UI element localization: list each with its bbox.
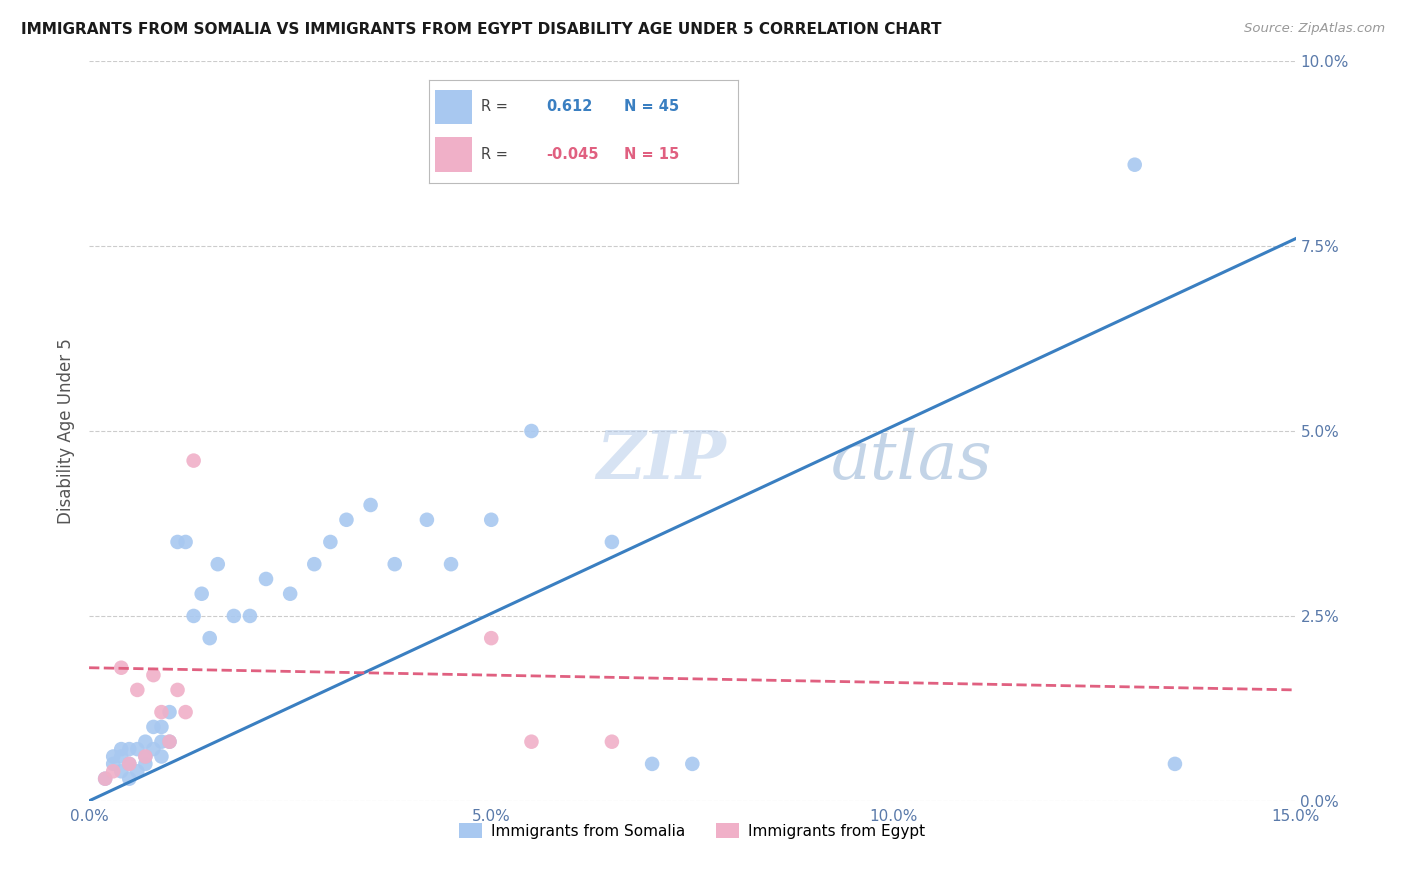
Point (110, 764, 132, 779)
Point (600, 535, 623, 549)
Point (127, 742, 149, 756)
Point (304, 557, 326, 571)
Point (335, 513, 357, 527)
Legend: Immigrants from Somalia, Immigrants from Egypt: Immigrants from Somalia, Immigrants from… (453, 817, 932, 845)
Point (103, 764, 125, 779)
Point (479, 513, 502, 527)
Point (190, 587, 212, 601)
Point (118, 742, 141, 756)
Point (94, 772, 117, 786)
Point (150, 749, 173, 764)
Point (127, 682, 149, 697)
Point (142, 668, 165, 682)
Text: N = 45: N = 45 (624, 99, 679, 114)
Text: 0.612: 0.612 (547, 99, 593, 114)
Point (134, 749, 156, 764)
FancyBboxPatch shape (434, 136, 472, 171)
Point (159, 735, 181, 749)
Point (207, 557, 229, 571)
Point (360, 498, 382, 512)
Point (142, 720, 165, 734)
Point (134, 756, 156, 771)
Text: R =: R = (481, 146, 509, 161)
Point (159, 705, 181, 719)
Text: Source: ZipAtlas.com: Source: ZipAtlas.com (1244, 22, 1385, 36)
Point (118, 756, 141, 771)
Point (239, 609, 262, 624)
Point (641, 756, 664, 771)
Point (416, 513, 439, 527)
Point (222, 609, 245, 624)
Point (384, 557, 406, 571)
Point (118, 772, 141, 786)
Point (1123, 158, 1146, 172)
Point (150, 735, 173, 749)
Text: ZIP: ZIP (596, 428, 725, 493)
FancyBboxPatch shape (434, 89, 472, 124)
Point (278, 587, 301, 601)
Point (319, 535, 342, 549)
Text: atlas: atlas (831, 428, 993, 493)
Point (681, 756, 703, 771)
Text: R =: R = (481, 99, 509, 114)
Point (94, 772, 117, 786)
Point (254, 572, 277, 586)
Point (134, 735, 156, 749)
Point (520, 424, 543, 438)
Point (174, 535, 197, 549)
Point (134, 749, 156, 764)
Point (440, 557, 463, 571)
Point (110, 742, 132, 756)
Point (159, 735, 181, 749)
Point (520, 735, 543, 749)
Point (103, 756, 125, 771)
Point (110, 661, 132, 675)
Point (150, 705, 173, 719)
Text: N = 15: N = 15 (624, 146, 679, 161)
Point (198, 631, 221, 645)
Text: IMMIGRANTS FROM SOMALIA VS IMMIGRANTS FROM EGYPT DISABILITY AGE UNDER 5 CORRELAT: IMMIGRANTS FROM SOMALIA VS IMMIGRANTS FR… (21, 22, 942, 37)
Point (150, 720, 173, 734)
Point (183, 453, 205, 467)
Point (600, 735, 623, 749)
Point (103, 749, 125, 764)
Point (166, 535, 188, 549)
Point (1164, 756, 1187, 771)
Point (118, 756, 141, 771)
Point (166, 682, 188, 697)
Point (110, 749, 132, 764)
Point (183, 609, 205, 624)
Point (174, 705, 197, 719)
Point (127, 764, 149, 779)
Point (479, 631, 502, 645)
Point (142, 742, 165, 756)
Y-axis label: Disability Age Under 5: Disability Age Under 5 (58, 338, 75, 524)
Text: -0.045: -0.045 (547, 146, 599, 161)
